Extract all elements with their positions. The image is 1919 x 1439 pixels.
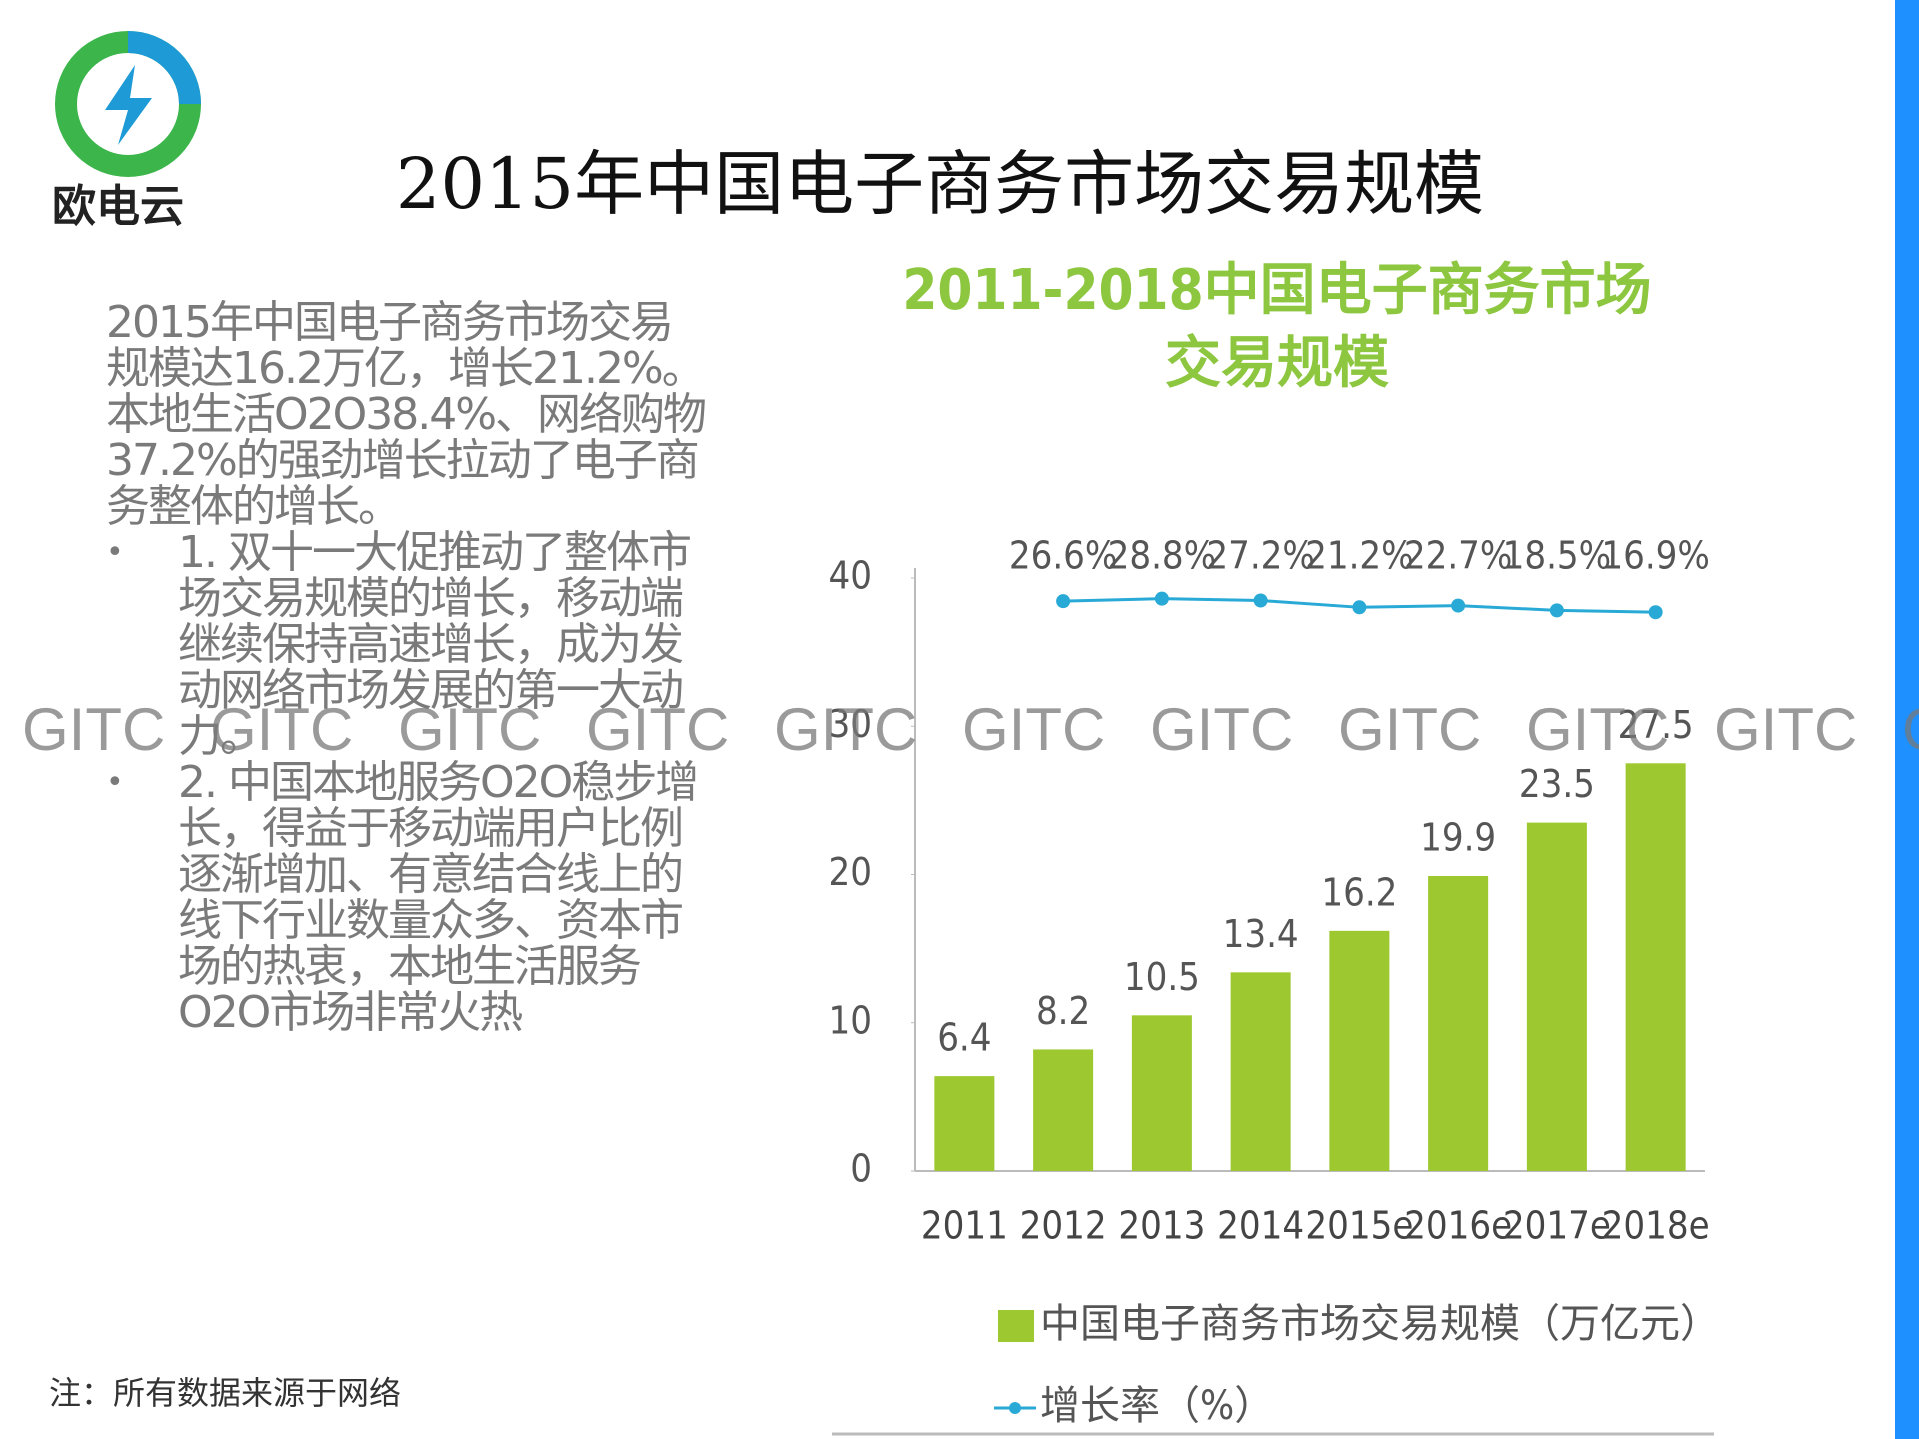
x-tick-label: 2013 — [1118, 1204, 1205, 1248]
logo-arc — [127, 31, 201, 105]
rate-value-label: 18.5% — [1503, 534, 1612, 578]
bar-value-label: 23.5 — [1519, 762, 1595, 806]
bar-value-label: 10.5 — [1124, 955, 1200, 999]
bar-value-label: 19.9 — [1420, 815, 1496, 859]
slide-title: 2015年中国电子商务市场交易规模 — [395, 143, 1485, 225]
bar — [934, 1076, 995, 1171]
bar — [1625, 763, 1686, 1171]
x-tick-label: 2015e — [1305, 1204, 1413, 1248]
body-text: 2015年中国电子商务市场交易规模达16.2万亿，增长21.2%。本地生活O2O… — [106, 297, 707, 1036]
rate-point — [1451, 598, 1466, 613]
x-tick-label: 2016e — [1404, 1204, 1512, 1248]
bullet-list: 1. 双十一大促推动了整体市场交易规模的增长，移动端继续保持高速增长，成为发动网… — [106, 530, 706, 1036]
bullet: 1. 双十一大促推动了整体市场交易规模的增长，移动端继续保持高速增长，成为发动网… — [106, 530, 706, 760]
bar — [1428, 875, 1489, 1171]
rate-point — [1253, 593, 1268, 608]
rate-point — [1549, 603, 1564, 618]
logo-bolt — [105, 65, 152, 145]
legend-swatch — [998, 1310, 1034, 1342]
rate-point — [1154, 591, 1169, 606]
bar — [1033, 1049, 1094, 1171]
rate-value-label: 16.9% — [1601, 534, 1710, 578]
x-tick-label: 2012 — [1020, 1204, 1107, 1248]
rate-point — [1352, 600, 1367, 615]
legend-swatch — [1009, 1402, 1021, 1414]
footnote: 注：所有数据来源于网络 — [49, 1374, 402, 1412]
bar-value-label: 27.5 — [1618, 703, 1694, 747]
y-tick-label: 40 — [829, 554, 873, 598]
rate-value-label: 28.8% — [1108, 534, 1217, 578]
bar-value-label: 6.4 — [937, 1016, 991, 1060]
legend-label: 增长率（%） — [1040, 1383, 1274, 1429]
y-tick-label: 20 — [829, 850, 873, 894]
legend-label: 中国电子商务市场交易规模（万亿元） — [1040, 1301, 1720, 1347]
y-tick-label: 10 — [829, 998, 873, 1042]
side-stripe — [1895, 0, 1919, 1439]
rate-value-label: 26.6% — [1009, 534, 1118, 578]
x-tick-label: 2017e — [1503, 1204, 1611, 1248]
watermark: GITC — [1150, 696, 1293, 763]
watermark: GITC — [962, 696, 1105, 763]
bar — [1329, 930, 1390, 1171]
watermark: GITC — [1526, 696, 1669, 763]
bar-value-label: 16.2 — [1321, 870, 1397, 914]
bullet: 2. 中国本地服务O2O稳步增长，得益于移动端用户比例逐渐增加、有意结合线上的线… — [106, 760, 706, 1036]
y-tick-label: 30 — [829, 702, 873, 746]
bar-value-label: 13.4 — [1223, 912, 1299, 956]
chart-title: 2011-2018中国电子商务市场交易规模 — [902, 258, 1651, 396]
bar — [1526, 822, 1587, 1171]
rate-point — [1648, 605, 1663, 620]
x-tick-label: 2018e — [1602, 1204, 1710, 1248]
watermark: GITC — [1714, 696, 1857, 763]
watermark: GITC — [1338, 696, 1481, 763]
rate-value-label: 22.7% — [1404, 534, 1513, 578]
y-tick-label: 0 — [850, 1147, 872, 1191]
watermark: GITC — [774, 696, 917, 763]
bar — [1230, 972, 1291, 1171]
rate-point — [1056, 594, 1071, 609]
watermark: GITC — [22, 696, 165, 763]
watermark: GITC — [1902, 696, 1919, 763]
rate-value-label: 21.2% — [1305, 534, 1414, 578]
x-tick-label: 2014 — [1217, 1204, 1304, 1248]
x-tick-label: 2011 — [921, 1204, 1008, 1248]
logo-text: 欧电云 — [52, 181, 184, 232]
paragraph: 2015年中国电子商务市场交易规模达16.2万亿，增长21.2%。本地生活O2O… — [106, 297, 707, 532]
rate-value-label: 27.2% — [1206, 534, 1315, 578]
bar-value-label: 8.2 — [1036, 989, 1090, 1033]
bar — [1131, 1015, 1192, 1171]
